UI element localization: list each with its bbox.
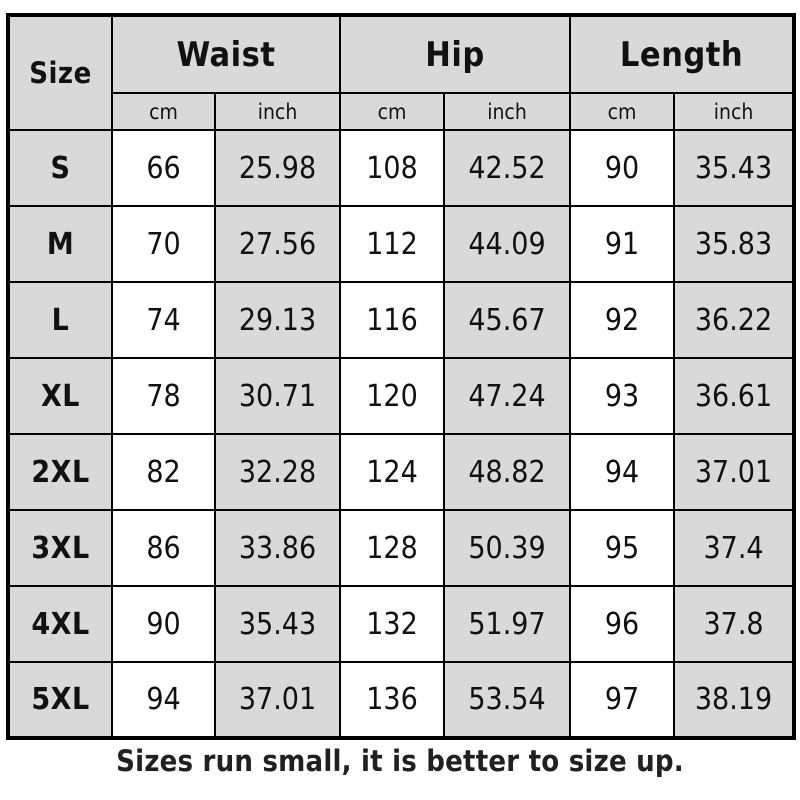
cell-length-inch: 38.19 — [673, 661, 796, 739]
cell-waist-inch: 33.86 — [214, 509, 341, 587]
header-unit-row: cm inch cm inch cm inch — [8, 92, 796, 131]
table-row: L 74 29.13 116 45.67 92 36.22 — [7, 281, 796, 359]
table-body: S 66 25.98 108 42.52 90 35.43 M 70 27.56… — [7, 129, 796, 739]
cell-length-inch: 35.43 — [673, 129, 796, 207]
cell-length-cm: 96 — [569, 585, 676, 663]
cell-size: L — [7, 281, 113, 359]
cell-hip-cm: 116 — [339, 281, 445, 359]
cell-hip-inch: 45.67 — [442, 281, 572, 359]
header-hip-inch: inch — [442, 92, 572, 131]
cell-hip-inch: 44.09 — [442, 205, 572, 283]
cell-hip-inch: 51.97 — [442, 585, 572, 663]
header-group-hip: Hip — [338, 14, 572, 94]
cell-size: S — [7, 129, 113, 207]
cell-waist-cm: 94 — [111, 661, 216, 739]
cell-length-cm: 93 — [569, 357, 676, 435]
cell-size: 3XL — [7, 509, 113, 587]
header-length-cm: cm — [569, 92, 676, 131]
header-hip-cm: cm — [339, 92, 445, 131]
cell-hip-inch: 48.82 — [442, 433, 572, 511]
header-group-waist: Waist — [111, 14, 341, 94]
header-length-inch: inch — [673, 92, 796, 131]
table-row: 2XL 82 32.28 124 48.82 94 37.01 — [7, 433, 796, 511]
cell-length-cm: 90 — [569, 129, 676, 207]
cell-hip-cm: 132 — [339, 585, 445, 663]
cell-waist-inch: 32.28 — [214, 433, 341, 511]
size-advice-note: Sizes run small, it is better to size up… — [116, 744, 684, 778]
cell-length-cm: 92 — [569, 281, 676, 359]
cell-waist-cm: 66 — [111, 129, 216, 207]
size-chart-table: Size Waist Hip Length cm inch cm inch cm… — [6, 13, 797, 740]
header-size: Size — [7, 14, 113, 131]
cell-waist-inch: 37.01 — [214, 661, 341, 739]
header-group-row: Size Waist Hip Length — [7, 14, 796, 131]
cell-length-inch: 36.61 — [673, 357, 796, 435]
cell-waist-inch: 27.56 — [214, 205, 341, 283]
table-row: 4XL 90 35.43 132 51.97 96 37.8 — [7, 585, 796, 663]
cell-size: 4XL — [7, 585, 113, 663]
header-waist-cm: cm — [111, 92, 216, 131]
cell-hip-cm: 128 — [339, 509, 445, 587]
cell-waist-cm: 86 — [111, 509, 216, 587]
table-row: S 66 25.98 108 42.52 90 35.43 — [7, 129, 796, 207]
cell-size: 2XL — [7, 433, 113, 511]
cell-hip-inch: 53.54 — [442, 661, 572, 739]
cell-waist-cm: 74 — [111, 281, 216, 359]
cell-waist-cm: 82 — [111, 433, 216, 511]
cell-waist-inch: 25.98 — [214, 129, 341, 207]
cell-hip-cm: 108 — [339, 129, 445, 207]
table-header: Size Waist Hip Length cm inch cm inch cm… — [7, 14, 796, 131]
table-row: XL 78 30.71 120 47.24 93 36.61 — [7, 357, 796, 435]
cell-length-cm: 94 — [569, 433, 676, 511]
table-row: 3XL 86 33.86 128 50.39 95 37.4 — [7, 509, 796, 587]
table-row: 5XL 94 37.01 136 53.54 97 38.19 — [7, 661, 796, 739]
cell-length-cm: 95 — [569, 509, 676, 587]
cell-length-inch: 35.83 — [673, 205, 796, 283]
cell-size: 5XL — [7, 661, 113, 739]
cell-waist-cm: 90 — [111, 585, 216, 663]
cell-hip-cm: 120 — [339, 357, 445, 435]
cell-length-inch: 37.4 — [673, 509, 796, 587]
cell-length-inch: 36.22 — [673, 281, 796, 359]
cell-size: XL — [7, 357, 113, 435]
header-group-length: Length — [569, 14, 796, 94]
cell-hip-cm: 112 — [339, 205, 445, 283]
cell-waist-cm: 70 — [111, 205, 216, 283]
cell-hip-cm: 124 — [339, 433, 445, 511]
cell-size: M — [7, 205, 113, 283]
header-waist-inch: inch — [214, 92, 341, 131]
cell-waist-inch: 29.13 — [214, 281, 341, 359]
cell-length-inch: 37.8 — [673, 585, 796, 663]
cell-waist-inch: 35.43 — [214, 585, 341, 663]
cell-length-cm: 97 — [569, 661, 676, 739]
cell-length-inch: 37.01 — [673, 433, 796, 511]
cell-hip-inch: 47.24 — [442, 357, 572, 435]
cell-hip-cm: 136 — [339, 661, 445, 739]
table-row: M 70 27.56 112 44.09 91 35.83 — [7, 205, 796, 283]
cell-hip-inch: 42.52 — [442, 129, 572, 207]
cell-waist-inch: 30.71 — [214, 357, 341, 435]
cell-hip-inch: 50.39 — [442, 509, 572, 587]
cell-length-cm: 91 — [569, 205, 676, 283]
cell-waist-cm: 78 — [111, 357, 216, 435]
